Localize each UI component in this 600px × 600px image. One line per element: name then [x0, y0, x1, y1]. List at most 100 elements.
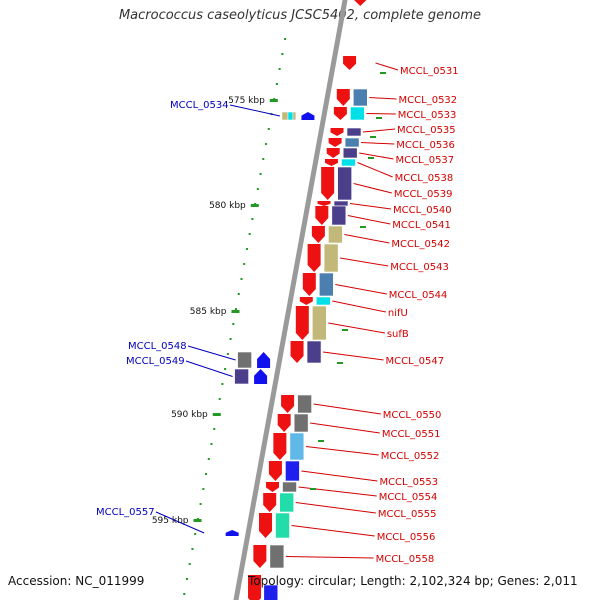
scale-tick-dot	[248, 233, 251, 235]
minus-strand-gene-arrow[interactable]	[268, 461, 282, 481]
minus-gene-label[interactable]: MCCL_0547	[386, 356, 445, 367]
scale-tick-dot	[235, 308, 238, 310]
genome-backbone	[233, 0, 348, 600]
minus-strand-gene-arrow[interactable]	[281, 395, 295, 413]
minus-gene-label[interactable]: MCCL_0532	[399, 95, 458, 106]
scale-tick-dot	[191, 548, 194, 550]
minus-gene-label[interactable]: MCCL_0531	[400, 66, 459, 77]
scale-major-tick	[193, 519, 202, 522]
plus-gene-label[interactable]: MCCL_0534	[170, 100, 229, 111]
minus-gene-label[interactable]: nifU	[388, 308, 408, 319]
scale-label: 580 kbp	[209, 201, 246, 211]
minus-gene-label[interactable]: MCCL_0544	[389, 290, 448, 301]
minus-strand-gene-arrow[interactable]	[324, 159, 338, 166]
gene-leader-line	[369, 97, 397, 100]
minus-gene-label[interactable]: MCCL_0554	[379, 492, 438, 503]
minus-gene-label[interactable]: MCCL_0550	[383, 410, 442, 421]
minus-strand-gene-arrow[interactable]	[295, 306, 309, 340]
minus-strand-gene-arrow[interactable]	[302, 273, 316, 296]
minus-gene-label[interactable]: MCCL_0552	[381, 451, 440, 462]
scale-tick-dot	[202, 488, 205, 490]
feature-tick	[370, 136, 376, 138]
minus-strand-gene-arrow[interactable]	[317, 201, 331, 206]
minus-strand-gene-arrow[interactable]	[321, 167, 335, 200]
minus-strand-gene-arrow[interactable]	[253, 545, 267, 568]
scale-tick-dot	[213, 428, 216, 430]
minus-strand-gene-arrow[interactable]	[290, 341, 304, 363]
minus-strand-gene-arrow[interactable]	[273, 433, 287, 460]
minus-gene-label[interactable]: MCCL_0540	[393, 205, 452, 216]
minus-gene-label[interactable]: MCCL_0539	[394, 189, 453, 200]
cog-category-box	[312, 305, 327, 341]
minus-strand-gene-arrow[interactable]	[354, 0, 367, 6]
cog-category-box	[293, 413, 309, 433]
minus-gene-label[interactable]: MCCL_0535	[397, 125, 456, 136]
scale-tick-dot	[210, 443, 213, 445]
minus-gene-label[interactable]: MCCL_0537	[396, 155, 455, 166]
minus-strand-gene-arrow[interactable]	[266, 482, 280, 492]
minus-strand-gene-arrow[interactable]	[263, 493, 277, 512]
cog-category-box	[328, 225, 343, 244]
plus-strand-gene-arrow[interactable]	[254, 369, 268, 384]
minus-strand-gene-arrow[interactable]	[330, 128, 344, 136]
gene-leader-line	[359, 152, 394, 160]
gene-leader-line	[185, 360, 233, 377]
scale-tick-dot	[226, 353, 229, 355]
minus-gene-label[interactable]: MCCL_0542	[391, 239, 450, 250]
gene-leader-line	[322, 351, 384, 361]
cog-category-box	[237, 351, 252, 369]
minus-gene-label[interactable]: MCCL_0551	[382, 429, 441, 440]
minus-gene-label[interactable]: MCCL_0558	[376, 554, 435, 565]
scale-tick-dot	[205, 473, 208, 475]
gene-leader-line	[362, 128, 396, 133]
minus-strand-gene-arrow[interactable]	[259, 513, 273, 538]
plus-strand-gene-arrow[interactable]	[301, 112, 315, 120]
scale-major-tick	[269, 99, 278, 102]
minus-strand-gene-arrow[interactable]	[333, 107, 347, 120]
scale-tick-dot	[284, 38, 287, 40]
scale-tick-dot	[229, 338, 232, 340]
minus-strand-gene-arrow[interactable]	[326, 148, 340, 158]
minus-gene-label[interactable]: MCCL_0541	[392, 220, 451, 231]
minus-strand-gene-arrow[interactable]	[248, 575, 262, 600]
cog-category-box	[287, 111, 294, 121]
minus-strand-gene-arrow[interactable]	[328, 138, 342, 147]
minus-strand-gene-arrow[interactable]	[311, 226, 325, 243]
plus-gene-label[interactable]: MCCL_0557	[96, 507, 155, 518]
scale-tick-dot	[262, 158, 265, 160]
cog-category-box	[279, 492, 294, 513]
scale-tick-dot	[256, 188, 259, 190]
minus-gene-label[interactable]: MCCL_0556	[377, 532, 436, 543]
minus-strand-gene-arrow[interactable]	[336, 89, 350, 106]
minus-strand-gene-arrow[interactable]	[307, 244, 321, 272]
gene-leader-line	[310, 422, 380, 434]
feature-tick	[310, 488, 316, 490]
scale-tick-dot	[243, 263, 246, 265]
gene-leader-line	[335, 284, 387, 295]
minus-gene-label[interactable]: MCCL_0533	[398, 110, 457, 121]
minus-strand-gene-arrow[interactable]	[343, 56, 357, 70]
plus-strand-gene-arrow[interactable]	[225, 530, 239, 536]
feature-tick	[376, 117, 382, 119]
scale-tick-dot	[278, 68, 281, 70]
minus-gene-label[interactable]: MCCL_0555	[378, 509, 437, 520]
minus-strand-gene-arrow[interactable]	[315, 206, 329, 225]
gene-leader-line	[229, 104, 281, 117]
plus-gene-label[interactable]: MCCL_0548	[128, 341, 187, 352]
minus-gene-label[interactable]: MCCL_0538	[395, 173, 454, 184]
gene-leader-line	[328, 322, 385, 334]
plus-gene-label[interactable]: MCCL_0549	[126, 356, 185, 367]
minus-gene-label[interactable]: MCCL_0553	[379, 477, 438, 488]
gene-leader-line	[349, 203, 392, 210]
scale-tick-dot	[267, 128, 270, 130]
minus-gene-label[interactable]: MCCL_0543	[390, 262, 449, 273]
minus-gene-label[interactable]: sufB	[387, 329, 409, 340]
scale-label: 575 kbp	[228, 96, 265, 106]
plus-strand-gene-arrow[interactable]	[257, 352, 271, 368]
minus-strand-gene-arrow[interactable]	[299, 297, 313, 305]
minus-strand-gene-arrow[interactable]	[277, 414, 291, 432]
cog-category-box	[346, 127, 362, 137]
minus-gene-label[interactable]: MCCL_0536	[396, 140, 455, 151]
scale-tick-dot	[259, 173, 262, 175]
